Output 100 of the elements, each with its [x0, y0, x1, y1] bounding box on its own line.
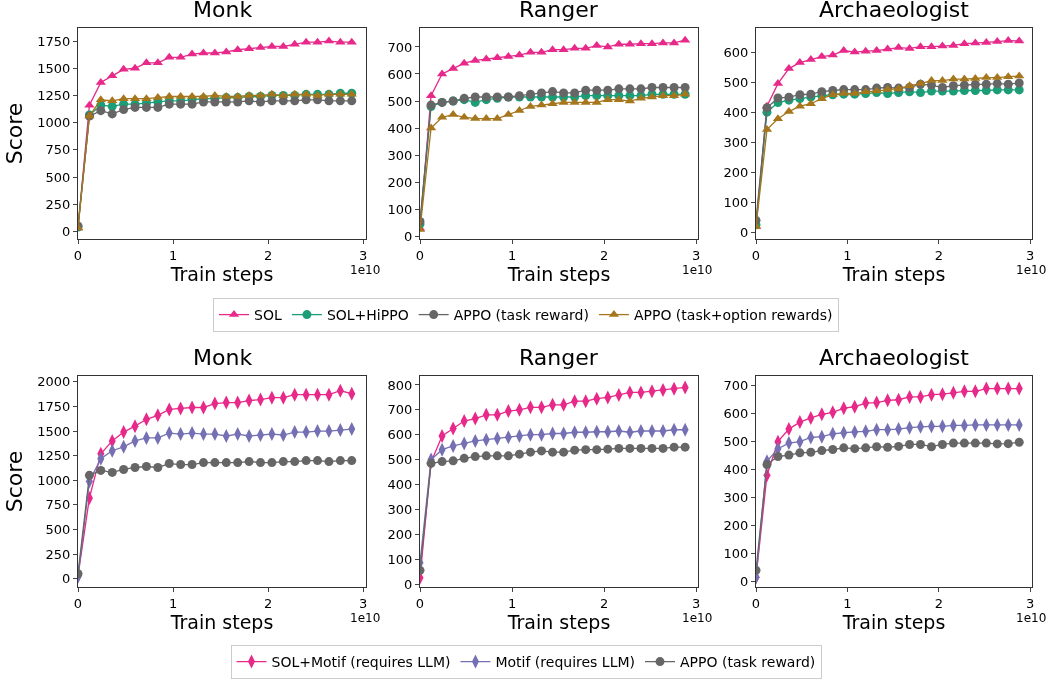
- y-axis-title: Score: [2, 450, 28, 513]
- x-tick-label: 2: [599, 595, 609, 611]
- y-tick-label: 0: [62, 223, 71, 239]
- y-tick-label: 250: [45, 546, 71, 562]
- text: 1e10: [1016, 263, 1047, 277]
- y-tick-label: 400: [723, 462, 749, 478]
- y-tick-label: 300: [723, 134, 749, 150]
- chart-title: Monk: [193, 0, 253, 22]
- x-tick-label: 2: [599, 247, 609, 263]
- y-tick-label: 400: [387, 477, 413, 493]
- y-tick-label: 500: [387, 452, 413, 468]
- x-tick-label: 2: [263, 247, 273, 263]
- legend-label: SOL+Motif (requires LLM): [271, 654, 451, 671]
- x-tick-label: 0: [751, 247, 761, 263]
- text: 1e10: [682, 263, 713, 277]
- y-tick-label: 1250: [37, 87, 71, 103]
- y-tick-label: 300: [723, 490, 749, 506]
- chart-title: Archaeologist: [819, 345, 970, 370]
- x-tick-label: 3: [1026, 247, 1035, 263]
- y-tick-label: 1250: [37, 448, 71, 464]
- y-tick-label: 500: [723, 74, 749, 90]
- x-axis-title: Train steps: [841, 262, 946, 285]
- x-tick-label: 1: [168, 247, 178, 263]
- y-tick-label: 0: [740, 573, 749, 589]
- y-tick-label: 250: [45, 196, 71, 212]
- x-axis-title: Train steps: [169, 262, 274, 285]
- y-tick-label: 750: [45, 142, 71, 158]
- y-tick-label: 1500: [37, 60, 71, 76]
- y-tick-label: 750: [45, 497, 71, 513]
- text: 1e10: [350, 611, 381, 625]
- x-tick-label: 1: [843, 247, 852, 263]
- text: 1e10: [350, 263, 381, 277]
- legend-label: APPO (task reward): [680, 654, 816, 671]
- y-axis-title: Score: [2, 102, 28, 165]
- x-axis-title: Train steps: [169, 610, 274, 633]
- y-tick-label: 1750: [37, 33, 71, 49]
- x-axis-title: Train steps: [506, 262, 611, 285]
- x-tick-label: 0: [415, 247, 425, 263]
- legend-label: APPO (task reward): [453, 307, 589, 324]
- y-tick-label: 700: [723, 378, 749, 394]
- y-tick-label: 800: [387, 377, 413, 393]
- y-tick-label: 0: [740, 224, 749, 240]
- y-tick-label: 600: [723, 406, 749, 422]
- y-tick-label: 100: [387, 201, 413, 217]
- y-tick-label: 1000: [37, 115, 71, 131]
- y-tick-label: 0: [62, 571, 71, 587]
- y-tick-label: 0: [404, 228, 413, 244]
- y-tick-label: 1750: [37, 399, 71, 415]
- y-tick-label: 200: [387, 526, 413, 542]
- x-tick-label: 3: [359, 595, 368, 611]
- x-tick-label: 1: [168, 595, 178, 611]
- x-tick-label: 3: [1026, 595, 1035, 611]
- x-tick-label: 3: [692, 247, 701, 263]
- y-tick-label: 100: [723, 546, 749, 562]
- chart-title: Monk: [193, 345, 253, 370]
- y-tick-label: 400: [723, 104, 749, 120]
- y-tick-label: 1500: [37, 423, 71, 439]
- y-tick-label: 0: [404, 576, 413, 592]
- y-tick-label: 400: [387, 120, 413, 136]
- y-tick-label: 300: [387, 501, 413, 517]
- y-tick-label: 100: [723, 194, 749, 210]
- y-tick-label: 600: [387, 427, 413, 443]
- x-tick-label: 1: [507, 595, 517, 611]
- x-tick-label: 3: [692, 595, 701, 611]
- x-tick-label: 1: [507, 247, 517, 263]
- y-tick-label: 600: [723, 44, 749, 60]
- y-tick-label: 2000: [37, 374, 71, 390]
- legend-label: SOL: [254, 307, 282, 324]
- x-axis-title: Train steps: [841, 610, 946, 633]
- y-tick-label: 500: [45, 169, 71, 185]
- x-tick-label: 1: [843, 595, 852, 611]
- x-tick-label: 0: [415, 595, 425, 611]
- legend-label: Motif (requires LLM): [495, 654, 635, 671]
- y-tick-label: 100: [387, 551, 413, 567]
- x-tick-label: 2: [263, 595, 273, 611]
- text: 1e10: [1016, 611, 1047, 625]
- y-tick-label: 700: [387, 39, 413, 55]
- chart-title: Archaeologist: [819, 0, 970, 22]
- y-tick-label: 300: [387, 147, 413, 163]
- chart-title: Ranger: [519, 0, 599, 22]
- x-tick-label: 0: [751, 595, 761, 611]
- legend-label: SOL+HiPPO: [326, 307, 409, 324]
- y-tick-label: 700: [387, 402, 413, 418]
- y-tick-label: 600: [387, 66, 413, 82]
- y-tick-label: 200: [723, 518, 749, 534]
- text: 1e10: [682, 611, 713, 625]
- y-tick-label: 200: [723, 164, 749, 180]
- legend-label: APPO (task+option rewards): [633, 307, 833, 324]
- chart-title: Ranger: [519, 345, 599, 370]
- x-tick-label: 0: [73, 595, 83, 611]
- y-tick-label: 500: [387, 93, 413, 109]
- x-tick-label: 3: [359, 247, 368, 263]
- x-tick-label: 0: [73, 247, 83, 263]
- y-tick-label: 200: [387, 174, 413, 190]
- y-tick-label: 500: [723, 434, 749, 450]
- y-tick-label: 1000: [37, 472, 71, 488]
- x-axis-title: Train steps: [506, 610, 611, 633]
- x-tick-label: 2: [934, 247, 943, 263]
- x-tick-label: 2: [934, 595, 943, 611]
- y-tick-label: 500: [45, 522, 71, 537]
